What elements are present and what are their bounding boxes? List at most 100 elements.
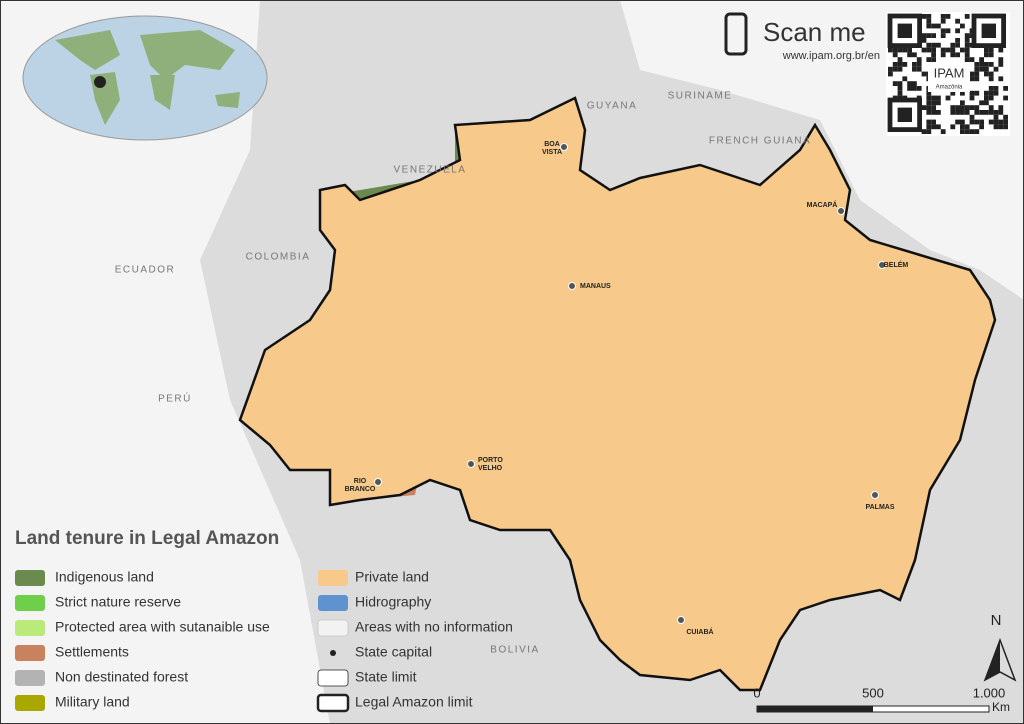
country-label: ECUADOR xyxy=(115,265,176,276)
country-label: COLOMBIA xyxy=(246,252,311,263)
qr-module xyxy=(897,66,903,72)
qr-module xyxy=(988,52,994,58)
qr-module xyxy=(974,119,980,125)
qr-module xyxy=(964,129,970,134)
qr-module xyxy=(907,81,912,86)
qr-module xyxy=(960,90,965,96)
qr-module xyxy=(931,23,936,29)
qr-module xyxy=(902,62,908,67)
state-capital xyxy=(878,261,886,269)
qr-module xyxy=(974,62,980,67)
qr-module xyxy=(907,86,912,91)
qr-module xyxy=(984,71,989,77)
qr-module xyxy=(926,14,932,19)
qr-module xyxy=(940,18,946,24)
qr-module xyxy=(984,110,989,115)
legend-outline xyxy=(317,669,349,687)
qr-module xyxy=(969,105,975,110)
qr-module xyxy=(988,86,994,91)
qr-module xyxy=(931,95,936,101)
qr-module xyxy=(960,124,965,130)
qr-module xyxy=(902,47,908,53)
qr-module xyxy=(916,66,922,72)
qr-module xyxy=(916,57,922,62)
qr-code xyxy=(886,12,1010,136)
qr-module xyxy=(912,66,917,72)
qr-module xyxy=(988,90,994,96)
qr-module xyxy=(888,66,893,72)
qr-module xyxy=(993,119,999,125)
qr-module xyxy=(988,95,994,101)
state-capital xyxy=(374,478,382,486)
qr-module xyxy=(960,119,965,125)
qr-module xyxy=(979,66,984,72)
qr-module xyxy=(926,23,932,29)
qr-module xyxy=(921,33,927,38)
qr-module xyxy=(979,119,984,125)
qr-module xyxy=(955,38,960,43)
qr-module xyxy=(984,52,989,58)
qr-module xyxy=(998,124,1004,130)
qr-logo-sub: Amazônia xyxy=(936,85,963,91)
qr-module xyxy=(950,124,956,130)
scale-bar xyxy=(756,705,990,713)
scale-label: 500 xyxy=(862,685,884,700)
legend-swatch xyxy=(317,619,349,637)
qr-module xyxy=(912,52,917,58)
legend-label: Military land xyxy=(55,694,130,710)
legend-label: Legal Amazon limit xyxy=(355,694,473,710)
qr-module xyxy=(945,14,951,19)
qr-module xyxy=(969,119,975,125)
qr-module xyxy=(950,47,956,53)
qr-module xyxy=(984,62,989,67)
qr-module xyxy=(1003,124,1008,130)
legend-label: Private land xyxy=(355,569,429,585)
qr-module xyxy=(979,100,984,106)
qr-module xyxy=(998,110,1004,115)
qr-module xyxy=(892,47,898,53)
qr-module xyxy=(969,71,975,77)
qr-module xyxy=(1003,119,1008,125)
city-label: PORTO VELHO xyxy=(478,457,503,472)
scale-label: 1.000 xyxy=(973,685,1006,700)
legend-label: Strict nature reserve xyxy=(55,594,181,610)
city-label: CUIABÁ xyxy=(686,627,713,636)
qr-module xyxy=(955,18,960,24)
qr-module xyxy=(979,57,984,62)
legend-swatch xyxy=(15,670,45,686)
legend-label: State capital xyxy=(355,644,432,660)
qr-module xyxy=(931,52,936,58)
qr-module xyxy=(936,23,941,29)
qr-module xyxy=(998,62,1004,67)
qr-module xyxy=(912,86,917,91)
legend-swatch xyxy=(15,645,45,661)
qr-module xyxy=(921,129,927,134)
qr-module xyxy=(998,47,1004,53)
qr-module xyxy=(1003,95,1008,101)
phone-icon xyxy=(724,12,748,56)
qr-logo: IPAM xyxy=(934,65,965,80)
country-label: SURINAME xyxy=(668,91,733,102)
qr-module xyxy=(964,110,970,115)
legend-swatch xyxy=(15,595,45,611)
qr-module xyxy=(921,38,927,43)
qr-module xyxy=(912,62,917,67)
qr-module xyxy=(974,90,980,96)
qr-module xyxy=(931,110,936,115)
qr-module xyxy=(988,71,994,77)
qr-module xyxy=(964,42,970,48)
legend-swatch xyxy=(318,595,348,611)
state-capital xyxy=(467,460,475,468)
qr-module xyxy=(931,124,936,130)
qr-module xyxy=(969,90,975,96)
qr-module xyxy=(897,90,903,96)
qr-module xyxy=(960,23,965,29)
qr-module xyxy=(979,62,984,67)
legend-dot xyxy=(330,650,336,656)
qr-module xyxy=(897,57,903,62)
qr-module xyxy=(998,119,1004,125)
scale-unit: Km xyxy=(992,700,1010,714)
qr-module xyxy=(984,90,989,96)
qr-module xyxy=(940,14,946,19)
